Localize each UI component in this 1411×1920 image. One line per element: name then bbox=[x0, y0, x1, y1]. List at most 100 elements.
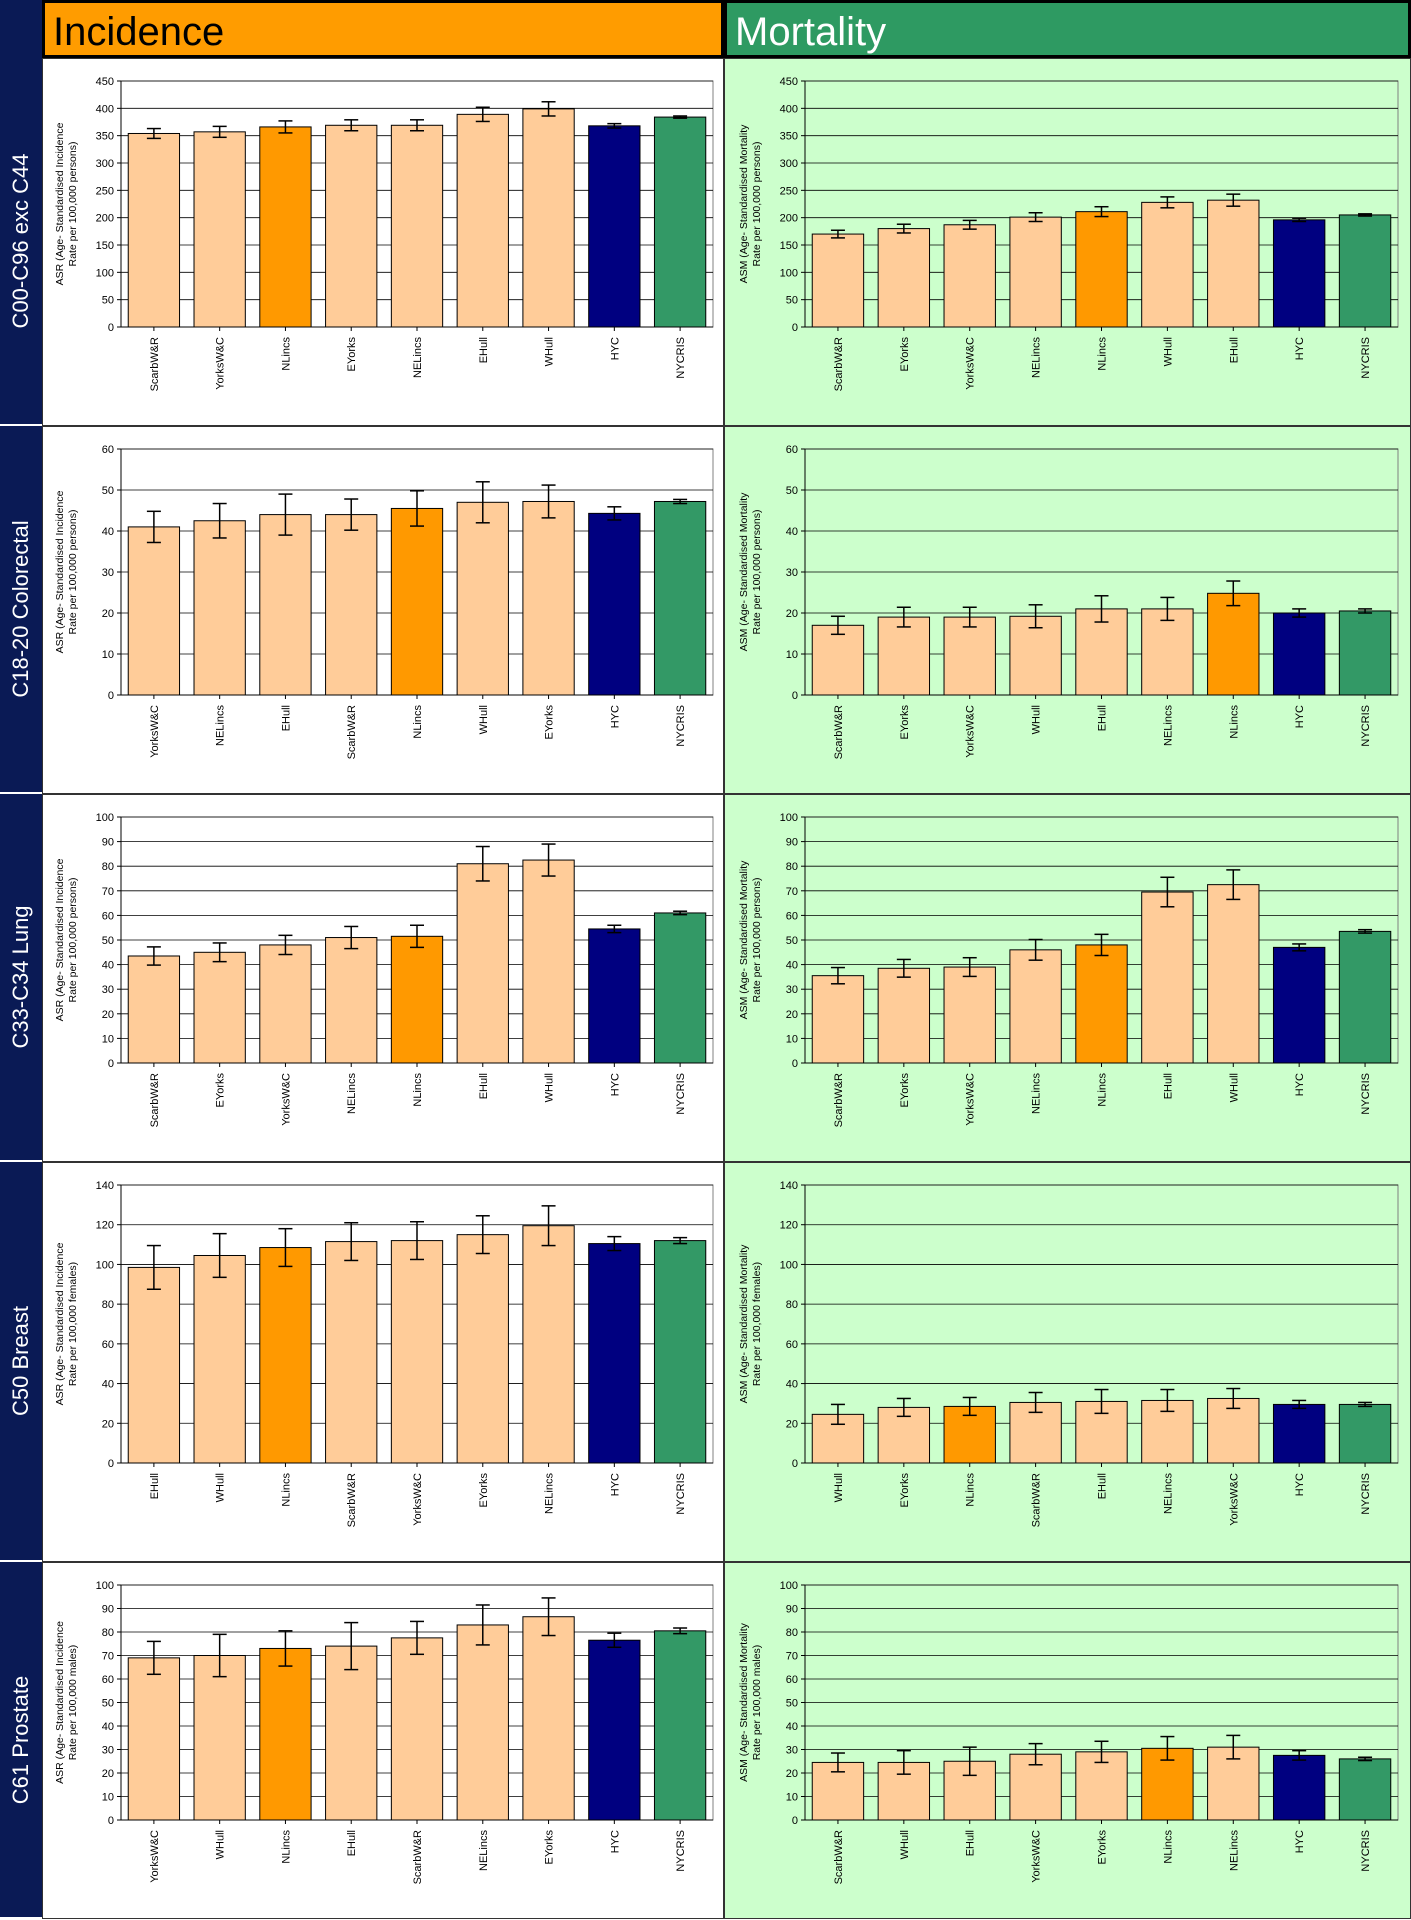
y-tick-label: 90 bbox=[786, 1604, 798, 1616]
y-axis-label-line: ASR (Age- Standardised Incidence bbox=[54, 122, 66, 285]
y-tick-label: 50 bbox=[102, 935, 114, 947]
y-axis-label-line: ASR (Age- Standardised Incidence bbox=[54, 1621, 66, 1784]
x-tick-label: NELincs bbox=[1031, 337, 1043, 378]
y-tick-label: 40 bbox=[786, 1379, 798, 1391]
y-tick-label: 0 bbox=[108, 322, 114, 334]
y-axis-label: ASR (Age- Standardised Incidence Rate per… bbox=[54, 1621, 79, 1784]
row-label-text: C61 Prostate bbox=[8, 1675, 33, 1804]
bar bbox=[588, 512, 641, 696]
x-tick-label: EHull bbox=[1162, 1073, 1174, 1099]
x-tick-label: NYCRIS bbox=[675, 337, 687, 379]
bar bbox=[1141, 201, 1194, 328]
bar bbox=[456, 1624, 509, 1821]
y-tick-label: 40 bbox=[102, 1721, 114, 1733]
y-tick-label: 140 bbox=[96, 1180, 114, 1192]
x-tick-label: EHull bbox=[478, 1073, 490, 1099]
bar bbox=[943, 224, 996, 328]
bar bbox=[259, 1647, 312, 1821]
x-tick-label: ScarbW&R bbox=[149, 337, 161, 391]
x-tick-label: NLincs bbox=[280, 1830, 292, 1864]
x-tick-label: NELincs bbox=[544, 1473, 556, 1514]
x-tick-label: NLincs bbox=[1162, 1830, 1174, 1864]
x-tick-label: NELincs bbox=[1228, 1830, 1240, 1871]
x-tick-label: NYCRIS bbox=[1360, 337, 1372, 379]
incidence-chart-panel: 0 10 20 30 40 50 60 ASR (Age- Standardised Inci… bbox=[42, 426, 724, 794]
bar bbox=[259, 126, 312, 328]
bar bbox=[390, 124, 444, 328]
bar bbox=[1272, 219, 1326, 328]
y-tick-label: 40 bbox=[102, 526, 114, 538]
bar bbox=[653, 1240, 707, 1464]
x-tick-label: YorksW&C bbox=[965, 705, 977, 758]
x-tick-label: EYorks bbox=[215, 1073, 227, 1108]
y-axis-label: ASM (Age- Standardised Mortality Rate per… bbox=[738, 860, 763, 1019]
y-tick-label: 120 bbox=[780, 1220, 798, 1232]
bar bbox=[1338, 1758, 1392, 1821]
bar bbox=[259, 1247, 312, 1464]
y-tick-label: 60 bbox=[102, 1674, 114, 1686]
x-tick-label: YorksW&C bbox=[1031, 1830, 1043, 1883]
bar bbox=[127, 955, 181, 1064]
y-tick-label: 0 bbox=[108, 1058, 114, 1070]
x-tick-label: EYorks bbox=[899, 705, 911, 740]
y-tick-label: 80 bbox=[102, 861, 114, 873]
y-tick-label: 30 bbox=[786, 1745, 798, 1757]
x-tick-label: NELincs bbox=[215, 705, 227, 746]
bar bbox=[943, 616, 996, 696]
y-tick-label: 0 bbox=[108, 690, 114, 702]
y-axis-label-line: ASR (Age- Standardised Incidence bbox=[54, 858, 66, 1021]
x-tick-label: NLincs bbox=[280, 1473, 292, 1507]
y-axis-label: ASM (Age- Standardised Mortality Rate per… bbox=[738, 1622, 763, 1781]
x-tick-label: NYCRIS bbox=[1360, 1830, 1372, 1872]
y-axis-label-line: ASM (Age- Standardised Mortality bbox=[738, 1622, 750, 1781]
bar bbox=[1075, 1751, 1128, 1821]
mortality-chart-panel: 0 10 20 30 40 50 60 70 80 90 100 ASM (Age- Standard… bbox=[724, 794, 1411, 1162]
bar bbox=[1207, 199, 1260, 328]
y-tick-label: 120 bbox=[96, 1220, 114, 1232]
bar bbox=[811, 233, 865, 328]
y-tick-label: 100 bbox=[780, 812, 798, 824]
x-tick-label: NYCRIS bbox=[1360, 1473, 1372, 1515]
x-tick-label: ScarbW&R bbox=[833, 1073, 845, 1127]
incidence-bar-chart: 0 10 20 30 40 50 60 ASR (Age- Standardised Inci… bbox=[54, 444, 714, 759]
x-tick-label: WHull bbox=[544, 337, 556, 366]
y-tick-label: 80 bbox=[102, 1627, 114, 1639]
y-tick-label: 60 bbox=[102, 1339, 114, 1351]
bar bbox=[193, 951, 246, 1064]
bar bbox=[1141, 608, 1194, 696]
x-tick-label: ScarbW&R bbox=[1031, 1473, 1043, 1527]
y-tick-label: 80 bbox=[786, 861, 798, 873]
x-tick-label: HYC bbox=[609, 1073, 621, 1096]
y-tick-label: 50 bbox=[786, 485, 798, 497]
mortality-header: Mortality bbox=[724, 0, 1411, 58]
x-tick-label: EHull bbox=[346, 1830, 358, 1856]
y-tick-label: 80 bbox=[786, 1299, 798, 1311]
y-tick-label: 40 bbox=[102, 960, 114, 972]
row-label-text: C18-20 Colorectal bbox=[8, 520, 33, 698]
y-axis-label-line: Rate per 100,000 persons) bbox=[67, 142, 79, 267]
bar bbox=[1141, 891, 1194, 1064]
y-tick-label: 10 bbox=[102, 649, 114, 661]
bar bbox=[1207, 592, 1260, 696]
x-tick-label: HYC bbox=[609, 337, 621, 360]
x-tick-label: EHull bbox=[965, 1830, 977, 1856]
y-tick-label: 10 bbox=[786, 1033, 798, 1045]
x-tick-label: EYorks bbox=[1097, 1830, 1109, 1865]
y-tick-label: 0 bbox=[792, 322, 798, 334]
bar bbox=[325, 1645, 378, 1821]
bar bbox=[456, 501, 509, 696]
x-tick-label: ScarbW&R bbox=[346, 1473, 358, 1527]
y-tick-label: 10 bbox=[786, 1792, 798, 1804]
x-tick-label: NLincs bbox=[280, 337, 292, 371]
row-label-text: C00-C96 exc C44 bbox=[8, 153, 33, 329]
bar bbox=[390, 1240, 444, 1464]
y-tick-label: 250 bbox=[780, 185, 798, 197]
y-tick-label: 140 bbox=[780, 1180, 798, 1192]
y-axis-label-line: Rate per 100,000 females) bbox=[67, 1262, 79, 1386]
bar bbox=[811, 624, 865, 696]
bar bbox=[877, 1761, 931, 1821]
y-tick-label: 50 bbox=[102, 295, 114, 307]
y-tick-label: 100 bbox=[780, 1259, 798, 1271]
y-axis-label-line: Rate per 100,000 females) bbox=[751, 1262, 763, 1386]
y-tick-label: 50 bbox=[102, 485, 114, 497]
